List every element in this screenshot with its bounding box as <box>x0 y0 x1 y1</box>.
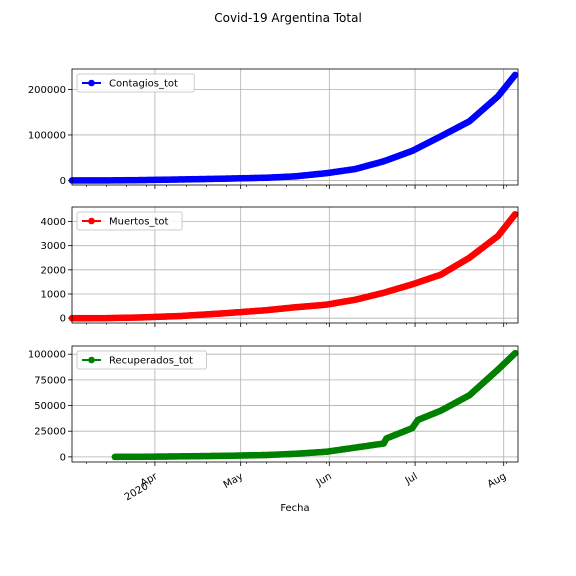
y-tick-label: 50000 <box>34 401 66 412</box>
y-tick-label: 4000 <box>41 217 66 228</box>
legend-marker <box>88 356 95 364</box>
series-Recuperados_tot <box>111 349 519 461</box>
data-point <box>511 71 519 79</box>
series-Muertos_tot <box>68 210 519 322</box>
subplot-1: 0 100000 200000 Contagios_tot <box>28 68 519 189</box>
x-tick-label: May <box>222 471 245 491</box>
axes-frame <box>71 206 519 324</box>
subplot-3: 0250005000075000100000Recuperados_totApr… <box>28 345 519 503</box>
data-point <box>511 349 519 357</box>
data-point <box>511 210 519 218</box>
subplots: 0 100000 200000 Contagios_tot 0 1000 2000 3000 4… <box>28 68 519 503</box>
subplot-2: 0 1000 2000 3000 4000 Muertos_tot <box>41 206 519 327</box>
figure-title: Covid-19 Argentina Total <box>214 11 362 25</box>
x-tick-label: Aug <box>486 471 508 490</box>
legend: Recuperados_tot <box>76 350 207 370</box>
y-tick-label: 3000 <box>41 241 66 252</box>
series-Contagios_tot <box>68 71 519 184</box>
x-tick-label: Jun <box>314 471 334 489</box>
y-tick-label: 25000 <box>34 427 66 438</box>
x-tick-label: Jul <box>403 471 420 487</box>
legend-box <box>76 211 183 231</box>
legend-label: Recuperados_tot <box>109 356 193 367</box>
y-tick-label: 75000 <box>34 375 66 386</box>
y-tick-label: 1000 <box>41 290 66 301</box>
y-tick-label: 200000 <box>28 85 66 96</box>
legend: Muertos_tot <box>76 211 183 231</box>
legend-box <box>76 350 207 370</box>
y-tick-label: 2000 <box>41 265 66 276</box>
axes-frame <box>71 345 519 463</box>
y-tick-label: 0 <box>60 176 66 187</box>
y-tick-label: 100000 <box>28 350 66 361</box>
legend-box <box>76 73 195 93</box>
y-tick-label: 0 <box>60 452 66 463</box>
legend-marker <box>88 217 95 225</box>
axes-frame <box>71 68 519 186</box>
x-tick-label: 2020 <box>123 481 151 503</box>
y-tick-label: 0 <box>60 314 66 325</box>
legend-label: Muertos_tot <box>109 217 169 228</box>
legend-label: Contagios_tot <box>109 79 178 90</box>
legend: Contagios_tot <box>76 73 195 93</box>
legend-marker <box>88 79 95 87</box>
x-axis-label: Fecha <box>280 503 309 514</box>
y-tick-label: 100000 <box>28 130 66 141</box>
